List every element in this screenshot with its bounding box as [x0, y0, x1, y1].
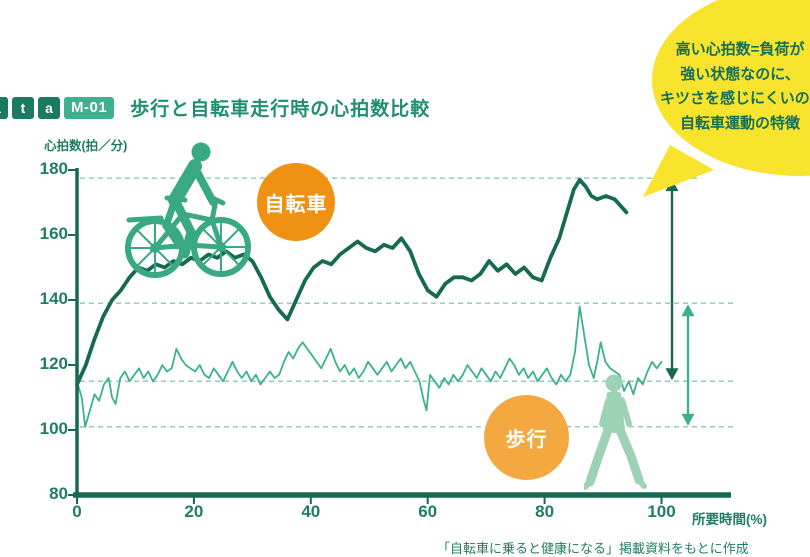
x-tick-label: 100: [647, 502, 676, 521]
y-tick-label: 80: [49, 484, 68, 503]
source-note: 「自転車に乗ると健康になる」掲載資料をもとに作成: [437, 541, 749, 556]
y-axis-title: 心拍数(拍／分): [44, 139, 128, 153]
y-tick-label: 180: [39, 159, 68, 178]
walker-icon: [584, 374, 647, 490]
series-line-歩行: [76, 305, 663, 428]
bicycle-badge: 自転車: [257, 163, 335, 241]
dashed-gridlines: [80, 177, 734, 428]
walking-heart-rate-range: [681, 304, 695, 426]
bicycle-badge-label: 自転車: [264, 193, 328, 216]
axes: [68, 168, 731, 504]
x-tick-label: 60: [418, 502, 438, 521]
cyclist-icon: [125, 142, 251, 278]
y-tick-label: 120: [39, 354, 68, 373]
x-tick-label: 80: [535, 502, 555, 521]
x-tick-label: 20: [184, 502, 204, 521]
series-letter-box: a: [38, 96, 60, 119]
series-line-自転車: [75, 177, 629, 387]
chart-header: a t a M-01 歩行と自転車走行時の心拍数比較: [0, 94, 430, 121]
series-letter-box: t: [12, 96, 34, 119]
y-tick-label: 140: [39, 289, 68, 308]
y-tick-label: 160: [39, 224, 68, 243]
bicycle-heart-rate-range: [665, 179, 679, 381]
chart-title: 歩行と自転車走行時の心拍数比較: [130, 99, 431, 120]
speech-bubble-text: 高い心拍数=負荷が 強い状態なのに、 キツさを感じにくいのが 自転車運動の特徴: [660, 41, 810, 132]
x-axis-title: 所要時間(%): [692, 512, 767, 527]
walking-badge-label: 歩行: [505, 429, 548, 451]
series-letter-box: a: [0, 96, 8, 119]
x-tick-label: 0: [72, 502, 82, 521]
walking-badge: 歩行: [484, 395, 569, 480]
x-tick-label: 40: [301, 502, 321, 521]
data-code-badge: M-01: [64, 96, 115, 119]
y-tick-label: 100: [39, 419, 68, 438]
